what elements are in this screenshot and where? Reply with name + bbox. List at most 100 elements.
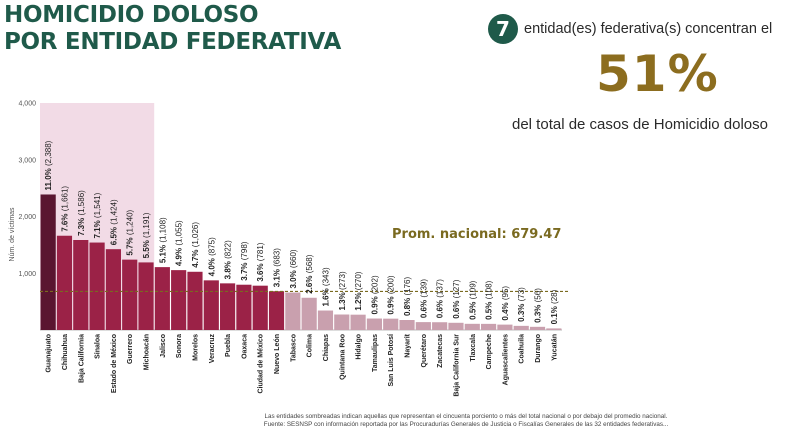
bar	[138, 262, 154, 330]
x-tick-label: Tamaulipas	[372, 334, 379, 372]
data-label: 6.5% (1,424)	[109, 199, 118, 245]
bar	[236, 284, 252, 330]
footer-source: Fuente: SESNSP con información reportada…	[263, 421, 669, 428]
x-tick-label: Guanajuato	[46, 334, 53, 373]
bar	[317, 310, 334, 330]
data-label: 0.6% (139)	[419, 279, 428, 318]
data-label: 3.0% (660)	[289, 249, 298, 288]
x-tick-label: Jalisco	[160, 334, 167, 358]
bar	[40, 194, 56, 330]
data-label: 0.3% (56)	[534, 288, 543, 323]
bar	[481, 323, 497, 330]
title-line-1: HOMICIDIO DOLOSO	[4, 2, 259, 28]
data-label: 3.6% (781)	[256, 242, 265, 281]
bar	[285, 292, 301, 330]
data-label: 0.9% (200)	[387, 275, 396, 314]
bar	[464, 323, 480, 330]
data-label: 1.3% (273)	[338, 271, 347, 310]
footer-notes: Las entidades sombreadas indican aquella…	[136, 413, 796, 429]
data-label: 0.6% (127)	[452, 279, 461, 318]
footer-note: Las entidades sombreadas indican aquella…	[264, 413, 668, 420]
bar	[497, 324, 513, 330]
bar	[105, 249, 121, 330]
data-label: 3.1% (683)	[273, 248, 282, 287]
x-tick-label: Sonora	[176, 334, 183, 358]
x-tick-label: Quintana Roo	[339, 334, 346, 380]
page-title: HOMICIDIO DOLOSO POR ENTIDAD FEDERATIVA	[4, 2, 341, 56]
entity-count-badge: 7	[488, 14, 518, 44]
data-label: 0.8% (176)	[403, 277, 412, 316]
y-tick-label: 2,000	[18, 214, 36, 221]
x-tick-label: Tlaxcala	[470, 334, 477, 362]
x-tick-label: Chihuahua	[62, 334, 69, 370]
x-tick-label: Querétaro	[421, 334, 428, 367]
data-label: 0.6% (137)	[436, 279, 445, 318]
x-tick-label: Morelos	[192, 334, 199, 361]
x-tick-label: Michoacán	[144, 334, 151, 370]
x-tick-label: Nuevo León	[274, 334, 281, 374]
bar	[220, 283, 236, 330]
data-label: 7.3% (1,586)	[77, 190, 86, 236]
y-tick-label: 3,000	[18, 157, 36, 164]
x-tick-label: Puebla	[225, 334, 232, 357]
data-label: 3.7% (798)	[240, 241, 249, 280]
bar	[89, 242, 105, 330]
bar	[122, 259, 138, 330]
bar	[268, 291, 285, 330]
x-tick-label: Yucatán	[551, 334, 558, 361]
data-label: 5.5% (1,191)	[142, 212, 151, 258]
bar	[334, 314, 350, 330]
x-tick-label: Ciudad de México	[258, 334, 265, 394]
bar	[154, 267, 170, 330]
x-tick-label: Sinaloa	[95, 334, 102, 359]
bar	[73, 239, 89, 330]
x-tick-label: Chiapas	[323, 334, 330, 361]
data-label: 3.8% (822)	[224, 240, 233, 279]
bar	[513, 325, 529, 330]
data-label: 0.9% (202)	[370, 275, 379, 314]
concentration-stat: 7 entidad(es) federativa(s) concentran e…	[488, 14, 772, 44]
bar	[546, 328, 562, 330]
x-tick-label: San Luis Potosí	[388, 333, 395, 387]
x-tick-label: Oaxaca	[241, 334, 248, 359]
x-tick-label: Estado de México	[111, 334, 118, 393]
x-tick-label: Colima	[307, 334, 314, 357]
data-label: 5.7% (1,240)	[126, 209, 135, 255]
x-tick-label: Baja California	[78, 334, 85, 383]
bar	[171, 270, 187, 330]
data-label: 5.1% (1,108)	[158, 217, 167, 263]
data-label: 1.6% (343)	[321, 267, 330, 306]
bar	[301, 297, 317, 330]
x-tick-label: Aguascalientes	[502, 334, 509, 385]
x-tick-label: Durango	[535, 334, 542, 363]
bar	[56, 235, 73, 330]
x-tick-label: Campeche	[486, 334, 493, 370]
x-tick-label: Tabasco	[290, 334, 297, 362]
data-label: 4.0% (875)	[207, 237, 216, 276]
y-tick-label: 4,000	[18, 101, 36, 108]
x-tick-label: Zacatecas	[437, 334, 444, 368]
y-tick-label: 1,000	[18, 271, 36, 278]
bar	[187, 271, 203, 330]
data-label: 0.1% (28)	[550, 289, 559, 324]
bar	[529, 326, 546, 330]
data-label: 0.5% (108)	[485, 280, 494, 319]
concentration-caption: del total de casos de Homicidio doloso	[512, 116, 768, 133]
bar	[350, 314, 366, 330]
bar	[383, 318, 399, 330]
x-tick-label: Coahuila	[519, 334, 526, 364]
bar	[399, 320, 415, 330]
data-label: 1.2% (270)	[354, 271, 363, 310]
concentration-text: entidad(es) federativa(s) concentran el	[524, 21, 773, 37]
bar	[432, 322, 448, 330]
data-label: 7.1% (1,541)	[93, 192, 102, 238]
bar	[415, 322, 431, 330]
data-label: 7.6% (1,661)	[60, 186, 69, 232]
title-line-2: POR ENTIDAD FEDERATIVA	[4, 29, 341, 55]
bar	[203, 280, 219, 330]
x-tick-label: Hidalgo	[356, 334, 363, 360]
x-tick-label: Nayarit	[405, 333, 412, 357]
bar	[366, 318, 382, 330]
bar	[252, 285, 268, 330]
